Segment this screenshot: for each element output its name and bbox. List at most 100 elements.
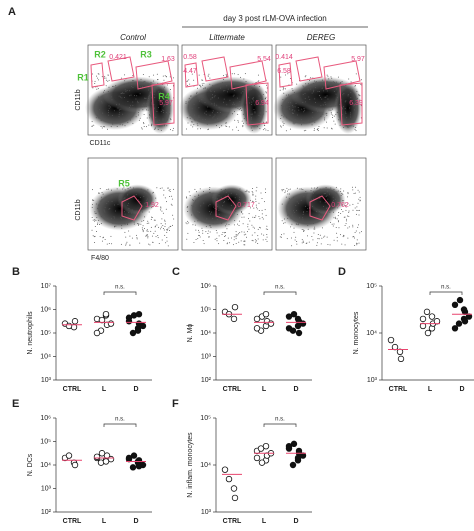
y-tick-label: 10³ [201, 509, 212, 516]
y-axis-label: N. inflam. monocytes [187, 432, 194, 498]
cell-event [189, 83, 191, 85]
cell-event [221, 234, 223, 236]
cell-event [210, 226, 212, 228]
cell-event [255, 195, 257, 197]
cell-event [242, 223, 244, 225]
cell-event [317, 187, 319, 189]
cell-event [197, 238, 199, 240]
cell-event [319, 95, 321, 97]
cell-event [205, 114, 207, 116]
cell-event [308, 96, 310, 98]
cell-event [154, 225, 156, 227]
cell-event [208, 236, 210, 238]
cell-event [288, 202, 290, 204]
cell-event [350, 92, 352, 94]
gate [245, 82, 269, 126]
cell-event [250, 89, 252, 91]
cell-event [141, 220, 143, 222]
cell-event [209, 221, 211, 223]
cell-event [146, 109, 148, 111]
data-point [253, 325, 261, 332]
cell-event [282, 121, 284, 123]
cell-event [95, 203, 97, 205]
cell-event [343, 106, 345, 108]
cell-event [96, 217, 98, 219]
cell-event [239, 188, 241, 190]
cell-event [244, 240, 246, 242]
cell-event [303, 130, 305, 132]
cell-event [118, 95, 120, 97]
cell-event [207, 88, 209, 90]
cell-event [148, 203, 150, 205]
cell-event [352, 209, 354, 211]
cell-event [152, 241, 154, 243]
cell-event [293, 92, 295, 94]
cell-event [157, 129, 159, 131]
cell-event [317, 127, 319, 129]
cell-event [224, 201, 226, 203]
cell-event [139, 117, 141, 119]
cell-event [116, 125, 118, 127]
cell-event [258, 115, 260, 117]
cell-event [209, 213, 211, 215]
cell-event [203, 82, 205, 84]
cell-event [356, 206, 358, 208]
cell-event [195, 93, 197, 95]
cell-event [334, 123, 336, 125]
cell-event [213, 96, 215, 98]
cell-event [284, 222, 286, 224]
cell-event [284, 190, 286, 192]
data-point [424, 329, 432, 337]
cell-event [143, 81, 145, 83]
cell-event [348, 211, 350, 213]
cell-event [300, 188, 302, 190]
cell-event [120, 92, 122, 94]
cell-event [100, 216, 102, 218]
cell-event [160, 226, 162, 228]
cell-event [292, 122, 294, 124]
cell-event [342, 108, 344, 110]
cell-event [337, 190, 339, 192]
cell-event [360, 231, 362, 233]
cell-event [292, 106, 294, 108]
cell-event [292, 196, 294, 198]
y-axis-label: N. neutrophils [27, 311, 34, 355]
cell-event [241, 211, 243, 213]
cell-event [255, 200, 257, 202]
cell-event [142, 231, 144, 233]
cell-event [106, 188, 108, 190]
cell-event [243, 117, 245, 119]
cell-event [322, 113, 324, 115]
cell-event [352, 203, 354, 205]
cell-event [200, 85, 202, 87]
cell-event [258, 202, 260, 204]
cell-event [145, 126, 147, 128]
cell-event [169, 118, 171, 120]
cell-event [241, 231, 243, 233]
cell-event [255, 190, 257, 192]
cell-event [186, 223, 188, 225]
cell-event [313, 89, 315, 91]
cell-event [250, 113, 252, 115]
cell-event [243, 244, 245, 246]
cell-event [283, 233, 285, 235]
cell-event [108, 105, 110, 107]
cell-event [265, 238, 267, 240]
cell-event [290, 226, 292, 228]
cell-event [195, 239, 197, 241]
cell-event [209, 231, 211, 233]
cell-event [162, 109, 164, 111]
cell-event [210, 98, 212, 100]
cell-event [168, 95, 170, 97]
y-tick-label: 10³ [41, 485, 52, 492]
cell-event [352, 125, 354, 127]
cell-event [198, 231, 200, 233]
cell-event [172, 214, 174, 216]
cell-event [135, 234, 137, 236]
cell-event [334, 216, 336, 218]
cell-event [204, 119, 206, 121]
data-point [71, 461, 79, 469]
cell-event [194, 205, 196, 207]
cell-event [267, 228, 269, 230]
cell-event [312, 239, 314, 241]
